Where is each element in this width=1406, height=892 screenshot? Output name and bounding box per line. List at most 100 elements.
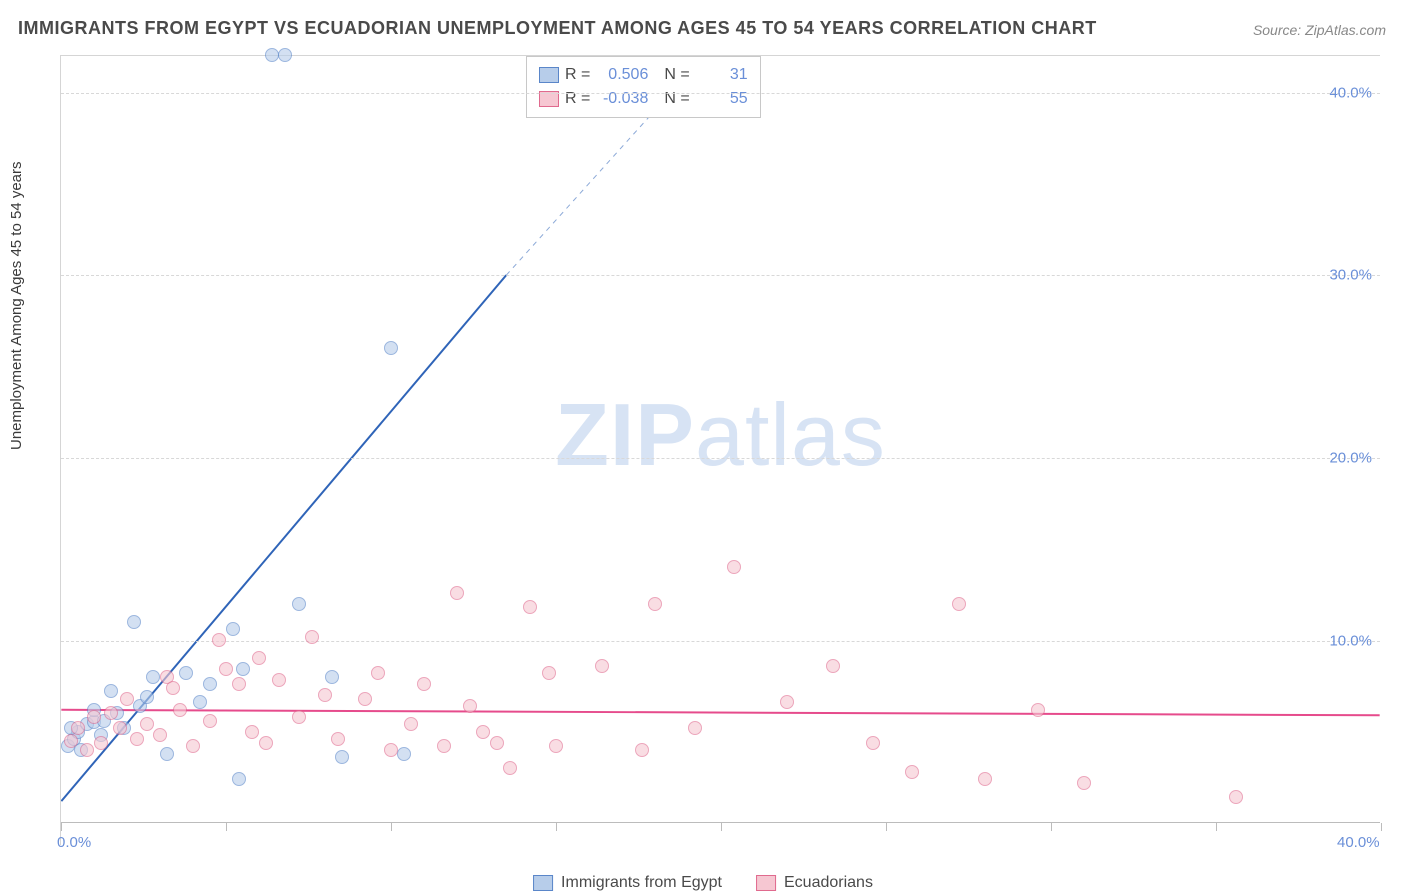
data-point: [80, 743, 94, 757]
data-point: [503, 761, 517, 775]
data-point: [87, 710, 101, 724]
data-point: [120, 692, 134, 706]
data-point: [404, 717, 418, 731]
data-point: [71, 721, 85, 735]
data-point: [64, 734, 78, 748]
data-point: [476, 725, 490, 739]
data-point: [278, 48, 292, 62]
data-point: [688, 721, 702, 735]
source-attribution: Source: ZipAtlas.com: [1253, 22, 1386, 38]
data-point: [94, 736, 108, 750]
data-point: [140, 717, 154, 731]
data-point: [236, 662, 250, 676]
x-tick-mark: [1216, 823, 1217, 831]
data-point: [127, 615, 141, 629]
y-tick-label: 10.0%: [1329, 633, 1372, 650]
data-point: [1229, 790, 1243, 804]
stat-label: N =: [664, 63, 689, 87]
data-point: [113, 721, 127, 735]
data-point: [130, 732, 144, 746]
correlation-legend-row: R =-0.038 N = 55: [539, 87, 748, 111]
stat-label: N =: [664, 87, 689, 111]
chart-title: IMMIGRANTS FROM EGYPT VS ECUADORIAN UNEM…: [18, 18, 1097, 39]
stat-value: 55: [696, 87, 748, 111]
x-tick-mark: [1051, 823, 1052, 831]
data-point: [265, 48, 279, 62]
data-point: [203, 714, 217, 728]
data-point: [463, 699, 477, 713]
data-point: [166, 681, 180, 695]
data-point: [104, 684, 118, 698]
data-point: [384, 341, 398, 355]
data-point: [146, 670, 160, 684]
data-point: [203, 677, 217, 691]
data-point: [179, 666, 193, 680]
trend-lines-layer: [61, 56, 1380, 845]
watermark: ZIPatlas: [555, 384, 886, 486]
data-point: [292, 597, 306, 611]
data-point: [648, 597, 662, 611]
data-point: [1031, 703, 1045, 717]
data-point: [437, 739, 451, 753]
y-tick-label: 30.0%: [1329, 267, 1372, 284]
data-point: [104, 706, 118, 720]
data-point: [490, 736, 504, 750]
data-point: [978, 772, 992, 786]
gridline: [61, 275, 1380, 276]
data-point: [595, 659, 609, 673]
data-point: [371, 666, 385, 680]
data-point: [866, 736, 880, 750]
legend-label: Immigrants from Egypt: [561, 874, 722, 892]
data-point: [417, 677, 431, 691]
x-tick-label: 40.0%: [1337, 834, 1380, 851]
plot-area: ZIPatlas R =0.506 N = 31 R =-0.038 N = 55 10.…: [60, 55, 1380, 845]
data-point: [252, 651, 266, 665]
gridline: [61, 93, 1380, 94]
data-point: [727, 560, 741, 574]
legend-swatch-icon: [533, 875, 553, 891]
data-point: [305, 630, 319, 644]
watermark-bold: ZIP: [555, 385, 695, 484]
data-point: [219, 662, 233, 676]
data-point: [140, 690, 154, 704]
data-point: [325, 670, 339, 684]
data-point: [226, 622, 240, 636]
data-point: [523, 600, 537, 614]
data-point: [186, 739, 200, 753]
data-point: [292, 710, 306, 724]
data-point: [318, 688, 332, 702]
gridline: [61, 458, 1380, 459]
y-tick-label: 40.0%: [1329, 84, 1372, 101]
stat-value: 0.506: [596, 63, 648, 87]
stat-value: -0.038: [596, 87, 648, 111]
x-tick-mark: [226, 823, 227, 831]
data-point: [331, 732, 345, 746]
stat-value: 31: [696, 63, 748, 87]
data-point: [780, 695, 794, 709]
data-point: [259, 736, 273, 750]
data-point: [450, 586, 464, 600]
data-point: [335, 750, 349, 764]
data-point: [549, 739, 563, 753]
correlation-legend-row: R =0.506 N = 31: [539, 63, 748, 87]
data-point: [173, 703, 187, 717]
stat-label: R =: [565, 63, 590, 87]
x-tick-mark: [556, 823, 557, 831]
y-tick-label: 20.0%: [1329, 450, 1372, 467]
data-point: [826, 659, 840, 673]
x-tick-mark: [391, 823, 392, 831]
series-legend: Immigrants from Egypt Ecuadorians: [533, 874, 873, 892]
x-tick-mark: [61, 823, 62, 831]
data-point: [397, 747, 411, 761]
data-point: [160, 747, 174, 761]
data-point: [905, 765, 919, 779]
data-point: [952, 597, 966, 611]
correlation-legend: R =0.506 N = 31 R =-0.038 N = 55: [526, 56, 761, 118]
x-tick-mark: [721, 823, 722, 831]
legend-item-egypt: Immigrants from Egypt: [533, 874, 722, 892]
gridline: [61, 641, 1380, 642]
stat-label: R =: [565, 87, 590, 111]
data-point: [232, 677, 246, 691]
y-axis-label: Unemployment Among Ages 45 to 54 years: [8, 161, 25, 450]
x-tick-label: 0.0%: [57, 834, 91, 851]
